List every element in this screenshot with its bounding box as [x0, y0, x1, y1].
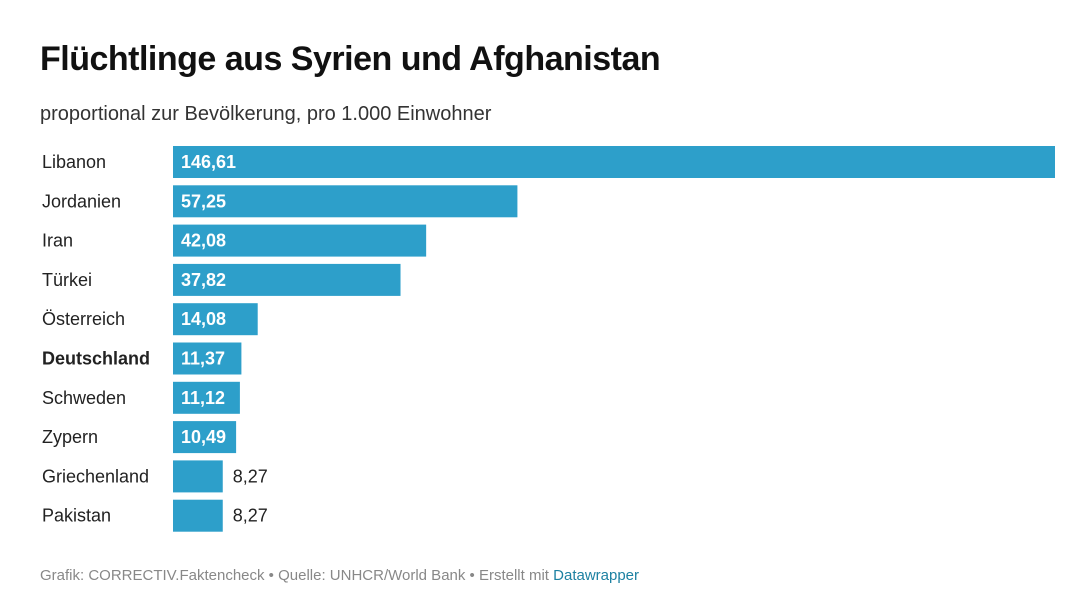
category-label-osterreich: Österreich	[42, 309, 125, 329]
value-label-pakistan: 8,27	[233, 506, 268, 526]
bar-schweden[interactable]	[173, 381, 240, 414]
bar-zypern[interactable]	[173, 421, 237, 454]
chart-subtitle: proportional zur Bevölkerung, pro 1.000 …	[40, 103, 492, 125]
value-label-deutschland: 11,37	[181, 349, 225, 369]
chart-title: Flüchtlinge aus Syrien und Afghanistan	[40, 40, 661, 78]
category-label-iran: Iran	[42, 231, 73, 251]
bar-griechenland[interactable]	[173, 460, 223, 493]
bar-osterreich[interactable]	[173, 303, 258, 336]
value-label-zypern: 10,49	[181, 427, 226, 447]
value-label-iran: 42,08	[181, 231, 226, 251]
value-label-jordanien: 57,25	[181, 191, 226, 211]
category-label-turkei: Türkei	[42, 270, 92, 290]
datawrapper-link[interactable]: Datawrapper	[553, 567, 640, 584]
bar-iran[interactable]	[173, 224, 427, 257]
category-label-pakistan: Pakistan	[42, 506, 111, 526]
category-label-deutschland: Deutschland	[42, 349, 150, 369]
bar-libanon[interactable]	[173, 146, 1055, 178]
value-label-schweden: 11,12	[181, 388, 225, 408]
value-label-turkei: 37,82	[181, 270, 226, 290]
bar-turkei[interactable]	[173, 263, 401, 296]
chart-footer: Grafik: CORRECTIV.Faktencheck • Quelle: …	[40, 567, 639, 584]
bar-jordanien[interactable]	[173, 185, 518, 218]
category-label-zypern: Zypern	[42, 427, 98, 447]
footer-credits: Grafik: CORRECTIV.Faktencheck • Quelle: …	[40, 567, 549, 584]
value-label-griechenland: 8,27	[233, 466, 268, 486]
bar-pakistan[interactable]	[173, 499, 223, 532]
category-label-schweden: Schweden	[42, 388, 126, 408]
value-label-osterreich: 14,08	[181, 309, 226, 329]
value-label-libanon: 146,61	[181, 152, 236, 172]
category-label-griechenland: Griechenland	[42, 466, 149, 486]
bar-deutschland[interactable]	[173, 342, 242, 375]
category-label-jordanien: Jordanien	[42, 191, 121, 211]
category-label-libanon: Libanon	[42, 152, 106, 172]
